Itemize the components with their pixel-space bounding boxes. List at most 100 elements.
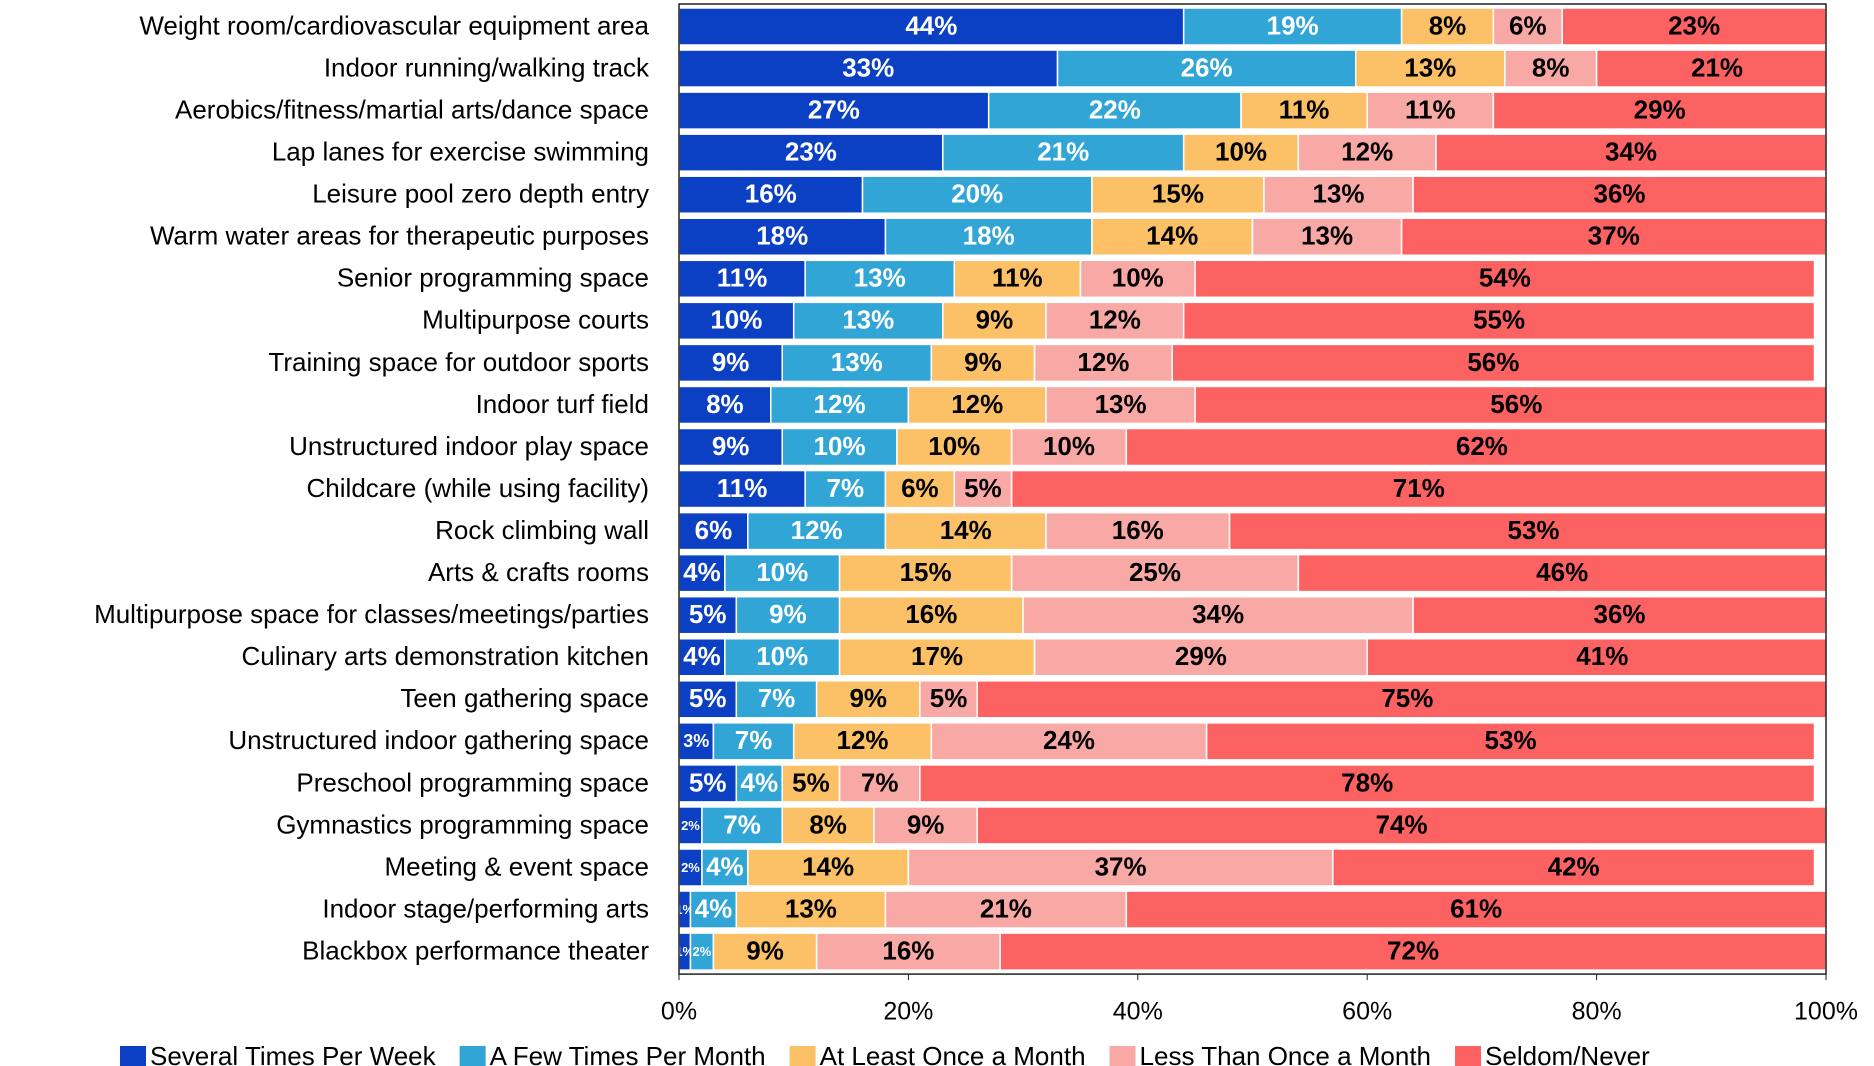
value-label: 72% [1387,935,1439,965]
value-label: 37% [1095,851,1147,881]
category-label: Meeting & event space [385,851,650,881]
value-label: 9% [712,347,750,377]
value-label: 8% [809,809,847,839]
bar-segment [679,385,772,425]
bar-segment [747,848,910,887]
bar-segment [1297,553,1826,593]
value-label: 7% [723,809,761,839]
value-label: 56% [1490,389,1542,419]
value-label: 75% [1381,683,1433,713]
legend-label: Several Times Per Week [150,1041,437,1066]
value-label: 10% [928,431,980,461]
bar-segment [679,595,738,635]
bar-segment [1412,595,1826,635]
bar-segment [1182,7,1403,46]
bar-segment [781,764,841,803]
bar-segment [701,848,749,887]
bar-segment [930,343,1036,383]
x-tick-label: 80% [1572,998,1622,1026]
value-label: 13% [1313,179,1365,209]
bar-segment [724,638,841,677]
category-label: Unstructured indoor gathering space [228,725,649,755]
legend-swatch [459,1046,486,1066]
bar-segment [907,848,1334,887]
value-label: 10% [1043,431,1095,461]
value-label: 8% [1429,10,1467,40]
bar-segment [804,259,956,299]
value-label: 12% [791,515,843,545]
category-label: Gymnastics programming space [276,809,649,839]
value-label: 5% [689,683,727,713]
value-label: 74% [1376,809,1428,839]
bar-segment [1010,469,1826,509]
bar-segment [815,932,1001,971]
category-label: Indoor stage/performing arts [322,893,649,923]
bar-segment [1412,175,1826,214]
bar-segment [792,722,933,761]
value-label: 10% [710,305,762,335]
value-label: 24% [1043,725,1095,755]
value-label: 10% [1215,137,1267,167]
value-label: 13% [1301,221,1353,251]
legend-swatch [120,1046,146,1066]
legend-swatch [1455,1046,1482,1066]
value-label: 23% [1668,10,1720,40]
value-label: 26% [1181,52,1233,82]
legend-label: A Few Times Per Month [490,1041,766,1066]
category-label: Preschool programming space [296,767,649,797]
value-label: 18% [963,221,1015,251]
bar-segment [1354,49,1506,88]
bar-segment [1194,259,1816,299]
x-tick-label: 100% [1794,998,1858,1026]
category-label: Unstructured indoor play space [289,431,649,461]
value-label: 8% [706,389,744,419]
bar-segment [1366,91,1495,130]
bar-segment [1045,301,1185,341]
bar-segment [1400,7,1495,46]
value-label: 18% [756,221,808,251]
value-label: 9% [907,809,945,839]
value-label: 22% [1089,94,1141,124]
bar-segment [747,511,887,551]
category-label: Senior programming space [337,263,649,293]
plot-frame [678,3,1827,975]
category-label: Arts & crafts rooms [428,557,649,587]
value-label: 11% [992,263,1043,293]
value-label: 44% [905,10,957,40]
category-label: Lap lanes for exercise swimming [272,137,649,167]
value-label: 15% [900,557,952,587]
bar-segment [679,638,726,677]
bar-segment [679,91,990,130]
value-label: 12% [1077,347,1129,377]
value-label: 10% [1112,263,1164,293]
value-label: 13% [1095,389,1147,419]
bar-segment [781,427,898,467]
x-tick-label: 0% [661,998,697,1026]
value-label: 36% [1594,179,1646,209]
bar-segment [1091,217,1254,256]
value-label: 9% [746,935,784,965]
value-label: 14% [940,515,992,545]
value-label: 7% [735,725,773,755]
value-label: 12% [814,389,866,419]
category-label: Culinary arts demonstration kitchen [241,641,649,671]
value-label: 9% [964,347,1002,377]
bar-segment [781,343,933,383]
category-label: Indoor turf field [476,389,649,419]
bar-segment [884,217,1093,256]
value-label: 4% [683,641,721,671]
value-label: 2% [681,818,700,833]
plot-area: 44% 19% 8% 6% 23% 33% 26% 13% 8% 21% 27% 22% 11% 11% 2… [679,7,1826,971]
value-label: 12% [951,389,1003,419]
value-label: 21% [1691,52,1743,82]
value-label: 17% [911,641,963,671]
value-label: 11% [1279,94,1330,124]
bar-segment [679,511,749,551]
bar-segment [976,680,1826,719]
value-label: 20% [951,179,1003,209]
legend-label: At Least Once a Month [820,1041,1086,1066]
bar-segment [679,133,944,172]
bar-segment [1504,49,1598,88]
value-label: 19% [1267,10,1319,40]
